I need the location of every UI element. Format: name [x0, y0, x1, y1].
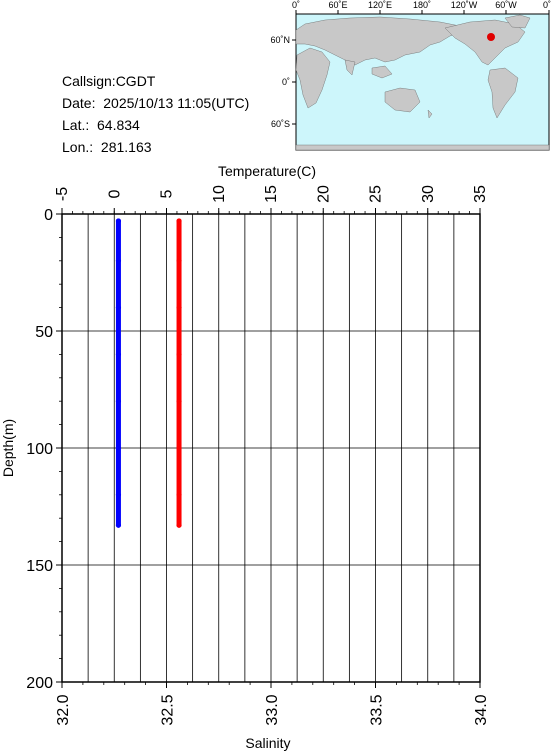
bottom-axis-tick-label: 33.0: [264, 694, 281, 725]
land-south-america: [487, 67, 519, 119]
station-info: Callsign:CGDT Date: 2025/10/13 11:05(UTC…: [62, 70, 249, 158]
map-lon-label-6: 0˚: [543, 0, 551, 10]
temperature-data-point: [176, 258, 182, 264]
land-australia: [384, 87, 421, 113]
map-lon-label-1: 60˚E: [328, 0, 347, 10]
y-axis-tick-label: 0: [44, 207, 53, 224]
temperature-data-point: [176, 351, 182, 357]
top-axis-tick-label: -5: [54, 187, 71, 201]
top-axis-label: Temperature(C): [218, 163, 316, 179]
map-lon-label-4: 120˚W: [451, 0, 478, 10]
land-greenland: [504, 14, 531, 29]
map-lat-label-0: 60˚N: [270, 35, 290, 45]
bottom-axis-label: Salinity: [245, 735, 290, 751]
land-antarctica: [295, 144, 550, 151]
y-axis-tick-label: 200: [26, 675, 53, 692]
callsign-text: Callsign:CGDT: [62, 73, 156, 89]
map-lon-label-0: 0˚: [292, 0, 300, 10]
salinity-data-point: [115, 492, 122, 498]
bottom-axis-tick-label: 32.0: [55, 694, 72, 725]
land-north-america: [444, 19, 526, 66]
top-axis-tick-label: 30: [420, 185, 437, 203]
top-axis-tick-label: 10: [211, 185, 228, 203]
land-india: [344, 59, 356, 76]
salinity-data-point: [115, 522, 122, 528]
y-axis-tick-label: 100: [26, 441, 53, 458]
land-eurasia: [295, 16, 463, 66]
y-axis-tick-label: 150: [26, 558, 53, 575]
salinity-data-point: [115, 305, 122, 311]
station-marker: [487, 33, 495, 41]
top-axis-tick-label: 5: [159, 189, 176, 198]
map-lat-label-1: 0˚: [282, 77, 290, 87]
longitude-text: Lon.: 281.163: [62, 139, 152, 155]
salinity-data-point: [115, 218, 122, 224]
salinity-data-point: [115, 398, 122, 404]
land-se-asia: [371, 65, 393, 79]
y-axis-tick-label: 50: [35, 324, 53, 341]
top-axis-tick-label: 0: [106, 189, 123, 198]
map-lat-label-2: 60˚S: [271, 119, 290, 129]
top-axis-tick-label: 20: [315, 185, 332, 203]
top-axis-tick-label: 25: [368, 185, 385, 203]
latitude-text: Lat.: 64.834: [62, 117, 140, 133]
temperature-data-point: [176, 305, 182, 311]
map-lon-label-3: 180˚: [413, 0, 431, 10]
location-map: 0˚ 60˚E 120˚E 180˚ 120˚W 60˚W 0˚ 60˚N 0˚…: [270, 0, 551, 151]
map-lon-label-5: 60˚W: [495, 0, 517, 10]
y-axis-label: Depth(m): [0, 419, 16, 477]
map-lon-label-2: 120˚E: [368, 0, 392, 10]
salinity-data-point: [115, 351, 122, 357]
land-new-zealand: [427, 109, 433, 119]
date-text: Date: 2025/10/13 11:05(UTC): [62, 95, 250, 111]
top-axis-tick-label: 35: [472, 185, 489, 203]
temperature-data-point: [176, 522, 182, 528]
bottom-axis-tick-label: 32.5: [160, 694, 177, 725]
temperature-data-point: [176, 445, 182, 451]
salinity-data-point: [115, 445, 122, 451]
temperature-data-point: [176, 398, 182, 404]
salinity-data-point: [115, 258, 122, 264]
top-axis-tick-label: 15: [263, 185, 280, 203]
temperature-data-point: [176, 492, 182, 498]
land-africa: [295, 47, 331, 109]
temperature-data-point: [176, 218, 182, 224]
bottom-axis-tick-label: 34.0: [473, 694, 490, 725]
bottom-axis-tick-label: 33.5: [369, 694, 386, 725]
